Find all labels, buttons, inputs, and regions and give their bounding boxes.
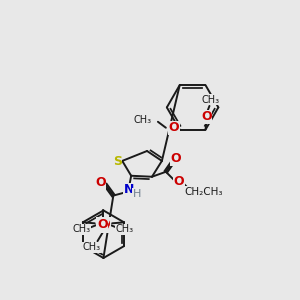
Text: N: N [124, 183, 134, 196]
Text: O: O [98, 220, 109, 233]
Text: O: O [173, 175, 184, 188]
Text: O: O [99, 218, 110, 231]
Text: CH₂CH₃: CH₂CH₃ [184, 187, 223, 196]
Text: O: O [169, 121, 179, 134]
Text: CH₃: CH₃ [134, 115, 152, 125]
Text: O: O [201, 110, 212, 123]
Text: S: S [113, 155, 122, 168]
Text: CH₃: CH₃ [82, 242, 100, 252]
Text: O: O [97, 218, 107, 231]
Text: CH₃: CH₃ [116, 224, 134, 234]
Text: O: O [95, 176, 106, 189]
Text: CH₃: CH₃ [201, 95, 220, 105]
Text: CH₃: CH₃ [72, 224, 91, 234]
Text: O: O [170, 152, 181, 165]
Text: H: H [133, 189, 141, 199]
